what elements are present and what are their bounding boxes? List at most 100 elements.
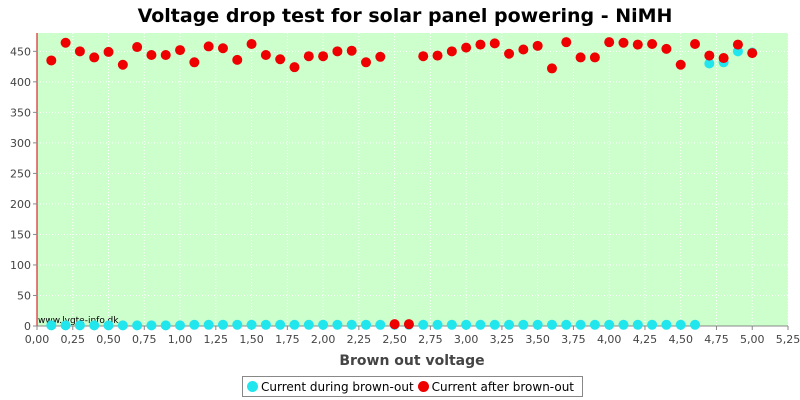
- x-tick-label: 1,75: [275, 333, 300, 346]
- point-during-brown-out: [532, 319, 543, 330]
- point-during-brown-out: [489, 319, 500, 330]
- point-during-brown-out: [504, 319, 515, 330]
- x-tick-label: 3,50: [525, 333, 550, 346]
- legend-marker-after: [417, 381, 429, 392]
- x-tick-label: 3,75: [561, 333, 586, 346]
- y-tick-label: 200: [10, 198, 31, 211]
- point-during-brown-out: [546, 319, 557, 330]
- x-tick-label: 4,75: [704, 333, 729, 346]
- point-during-brown-out: [289, 319, 300, 330]
- point-after-brown-out: [718, 53, 729, 64]
- y-tick-label: 0: [24, 320, 31, 333]
- point-during-brown-out: [160, 320, 171, 331]
- point-during-brown-out: [446, 319, 457, 330]
- point-after-brown-out: [318, 51, 329, 62]
- point-after-brown-out: [489, 38, 500, 49]
- point-after-brown-out: [675, 59, 686, 70]
- x-tick-label: 3,00: [454, 333, 479, 346]
- point-during-brown-out: [89, 320, 100, 331]
- point-after-brown-out: [203, 41, 214, 52]
- point-after-brown-out: [632, 39, 643, 50]
- x-tick-label: 5,00: [740, 333, 765, 346]
- point-after-brown-out: [260, 49, 271, 60]
- y-axis-ticks: 0 50 100 150 200 250 300 350 400 450: [10, 45, 37, 333]
- point-during-brown-out: [318, 319, 329, 330]
- point-after-brown-out: [575, 52, 586, 63]
- point-during-brown-out: [232, 319, 243, 330]
- point-after-brown-out: [60, 37, 71, 48]
- point-after-brown-out: [375, 51, 386, 62]
- point-during-brown-out: [561, 319, 572, 330]
- point-during-brown-out: [589, 319, 600, 330]
- point-during-brown-out: [260, 319, 271, 330]
- x-tick-label: 0,50: [96, 333, 121, 346]
- point-during-brown-out: [275, 319, 286, 330]
- point-after-brown-out: [604, 37, 615, 48]
- point-during-brown-out: [575, 319, 586, 330]
- point-after-brown-out: [289, 62, 300, 73]
- point-after-brown-out: [661, 43, 672, 54]
- point-after-brown-out: [418, 51, 429, 62]
- legend-marker-during: [247, 381, 258, 392]
- x-tick-label: 2,25: [347, 333, 372, 346]
- point-during-brown-out: [175, 320, 186, 331]
- point-during-brown-out: [704, 58, 715, 69]
- point-during-brown-out: [189, 319, 200, 330]
- legend-label-during: Current during brown-out: [261, 379, 414, 394]
- point-during-brown-out: [132, 320, 143, 331]
- point-after-brown-out: [117, 59, 128, 70]
- point-after-brown-out: [647, 38, 658, 49]
- point-during-brown-out: [618, 319, 629, 330]
- x-tick-label: 4,50: [668, 333, 693, 346]
- x-tick-label: 3,25: [490, 333, 515, 346]
- point-after-brown-out: [160, 49, 171, 60]
- point-after-brown-out: [103, 46, 114, 57]
- x-tick-label: 4,25: [633, 333, 658, 346]
- point-during-brown-out: [375, 319, 386, 330]
- point-after-brown-out: [332, 46, 343, 57]
- point-after-brown-out: [189, 57, 200, 68]
- point-after-brown-out: [303, 51, 314, 62]
- y-tick-label: 300: [10, 137, 31, 150]
- x-axis-label: Brown out voltage: [339, 353, 484, 369]
- y-tick-label: 400: [10, 76, 31, 89]
- point-after-brown-out: [561, 37, 572, 48]
- y-tick-label: 350: [10, 106, 31, 119]
- point-during-brown-out: [332, 319, 343, 330]
- point-after-brown-out: [232, 54, 243, 65]
- point-after-brown-out: [475, 39, 486, 50]
- x-tick-label: 0,75: [132, 333, 157, 346]
- point-during-brown-out: [46, 320, 57, 331]
- y-tick-label: 450: [10, 45, 31, 58]
- point-during-brown-out: [346, 319, 357, 330]
- point-during-brown-out: [117, 320, 128, 331]
- point-during-brown-out: [361, 319, 372, 330]
- point-after-brown-out: [446, 46, 457, 57]
- legend-item-after: Current after brown-out: [417, 379, 575, 394]
- point-during-brown-out: [217, 319, 228, 330]
- point-during-brown-out: [690, 319, 701, 330]
- point-after-brown-out: [89, 52, 100, 63]
- point-after-brown-out: [217, 43, 228, 54]
- point-after-brown-out: [361, 57, 372, 68]
- x-tick-label: 2,50: [382, 333, 407, 346]
- x-tick-label: 4,00: [597, 333, 622, 346]
- legend-label-after: Current after brown-out: [431, 379, 575, 394]
- y-tick-label: 250: [10, 167, 31, 180]
- point-after-brown-out: [246, 38, 257, 49]
- point-after-brown-out: [461, 42, 472, 53]
- point-during-brown-out: [604, 319, 615, 330]
- point-during-brown-out: [461, 319, 472, 330]
- x-tick-label: 2,00: [311, 333, 336, 346]
- point-after-brown-out: [747, 48, 758, 59]
- point-during-brown-out: [74, 320, 85, 331]
- y-tick-label: 50: [17, 289, 31, 302]
- point-during-brown-out: [518, 319, 529, 330]
- point-during-brown-out: [675, 319, 686, 330]
- x-tick-label: 2,75: [418, 333, 443, 346]
- point-after-brown-out: [403, 319, 414, 330]
- legend-item-during: Current during brown-out: [247, 380, 414, 394]
- point-after-brown-out: [389, 319, 400, 330]
- point-after-brown-out: [518, 44, 529, 55]
- grid-lines: [37, 33, 789, 326]
